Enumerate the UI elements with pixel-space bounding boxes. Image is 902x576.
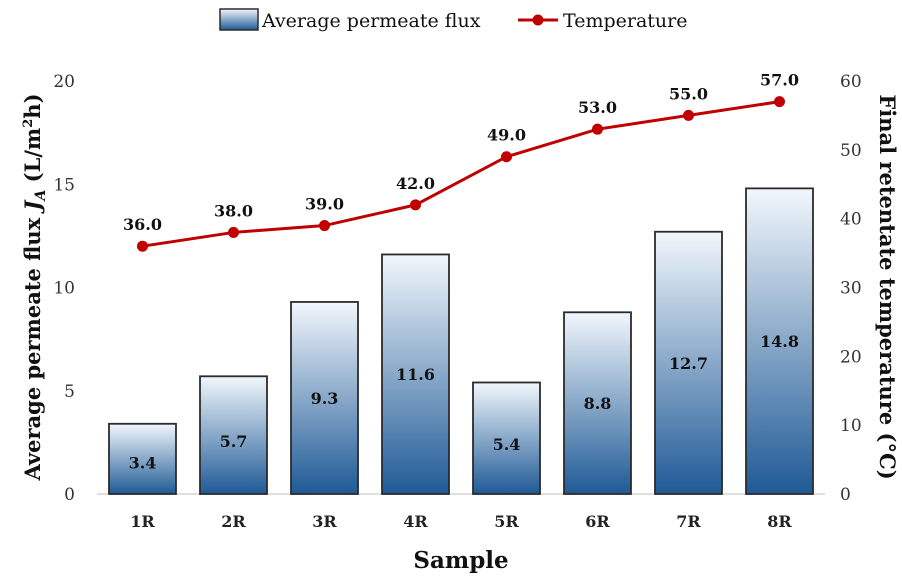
y-axis-left-title-unit-pre: (L/m bbox=[20, 128, 45, 190]
temperature-data-label: 55.0 bbox=[669, 84, 708, 103]
x-axis-title: Sample bbox=[413, 547, 508, 574]
bar-data-label: 8.8 bbox=[584, 394, 612, 413]
x-tick-label: 2R bbox=[221, 512, 246, 531]
x-tick-label: 7R bbox=[676, 512, 701, 531]
temperature-data-label: 53.0 bbox=[578, 98, 617, 117]
legend-bar-swatch bbox=[219, 8, 259, 31]
temperature-data-label: 39.0 bbox=[305, 195, 344, 214]
y-axis-left-title-main: Average permeate flux bbox=[20, 210, 45, 481]
x-tick-label: 3R bbox=[312, 512, 337, 531]
bar-data-label: 11.6 bbox=[396, 365, 435, 384]
x-tick-label: 5R bbox=[494, 512, 519, 531]
x-tick-label: 4R bbox=[403, 512, 428, 531]
bar-data-label: 12.7 bbox=[669, 354, 708, 373]
bar bbox=[654, 230, 723, 495]
bar bbox=[745, 187, 814, 495]
x-axis-ticks: 1R 2R 3R 4R 5R 6R 7R 8R bbox=[130, 512, 792, 531]
bar bbox=[108, 422, 177, 495]
temperature-data-label: 49.0 bbox=[487, 126, 526, 145]
temperature-point bbox=[228, 226, 239, 238]
temperature-data-label: 36.0 bbox=[123, 215, 162, 234]
temperature-point bbox=[137, 240, 148, 252]
y-axis-left-title-sup: 2 bbox=[21, 119, 36, 128]
y-axis-left-title-var: J bbox=[20, 198, 45, 214]
legend: Average permeate flux Temperature bbox=[219, 8, 687, 32]
temperature-point bbox=[774, 96, 785, 108]
x-tick-label: 1R bbox=[130, 512, 155, 531]
bar bbox=[563, 311, 632, 495]
x-tick-label: 8R bbox=[767, 512, 792, 531]
temperature-point bbox=[683, 109, 694, 121]
bar bbox=[381, 253, 450, 495]
legend-line-marker bbox=[532, 14, 544, 26]
y-axis-right-ticks: 0 10 20 30 40 50 60 bbox=[840, 72, 862, 505]
temperature-point bbox=[592, 123, 603, 135]
y-tick-left-label: 10 bbox=[53, 279, 75, 299]
y-tick-right-label: 20 bbox=[840, 347, 862, 367]
temperature-points bbox=[137, 96, 785, 252]
y-tick-left-label: 0 bbox=[64, 485, 75, 505]
bar bbox=[472, 381, 541, 495]
bar-data-label: 9.3 bbox=[311, 389, 339, 408]
y-tick-right-label: 60 bbox=[840, 72, 862, 92]
x-tick-label: 6R bbox=[585, 512, 610, 531]
bar-data-label: 3.4 bbox=[129, 453, 157, 472]
temperature-data-label: 38.0 bbox=[214, 201, 253, 220]
temperature-point bbox=[501, 151, 512, 163]
y-axis-left-title-unit-post: h) bbox=[20, 93, 45, 118]
y-tick-left-label: 15 bbox=[53, 175, 75, 195]
legend-bar-label: Average permeate flux bbox=[261, 10, 481, 32]
bar-labels: 3.4 5.7 9.3 11.6 5.4 8.8 12.7 14.8 bbox=[129, 332, 799, 472]
temperature-line bbox=[142, 100, 780, 248]
temperature-point bbox=[410, 199, 421, 211]
y-tick-left-label: 20 bbox=[53, 72, 75, 92]
y-tick-right-label: 50 bbox=[840, 141, 862, 161]
bar-data-label: 5.4 bbox=[493, 435, 521, 454]
temperature-point bbox=[319, 220, 330, 232]
bar bbox=[290, 301, 359, 495]
legend-line-label: Temperature bbox=[563, 10, 687, 32]
bar-data-label: 14.8 bbox=[760, 332, 799, 351]
bars bbox=[108, 187, 814, 495]
temperature-data-label: 42.0 bbox=[396, 174, 435, 193]
y-tick-right-label: 30 bbox=[840, 279, 862, 299]
y-tick-right-label: 0 bbox=[840, 485, 851, 505]
temperature-data-label: 57.0 bbox=[760, 71, 799, 90]
y-axis-left-title-sub: A bbox=[33, 190, 49, 203]
y-tick-left-label: 5 bbox=[64, 382, 75, 402]
bar bbox=[199, 375, 268, 495]
y-axis-left-ticks: 0 5 10 15 20 bbox=[53, 72, 75, 505]
y-axis-left-title: Average permeate flux JA (L/m2h) bbox=[20, 93, 49, 481]
bar-data-label: 5.7 bbox=[220, 432, 248, 451]
y-tick-right-label: 40 bbox=[840, 210, 862, 230]
y-axis-right-title: Final retentate temperature (°C) bbox=[875, 94, 900, 479]
y-tick-right-label: 10 bbox=[840, 416, 862, 436]
temperature-point-labels: 36.0 38.0 39.0 42.0 49.0 53.0 55.0 57.0 bbox=[123, 71, 799, 235]
